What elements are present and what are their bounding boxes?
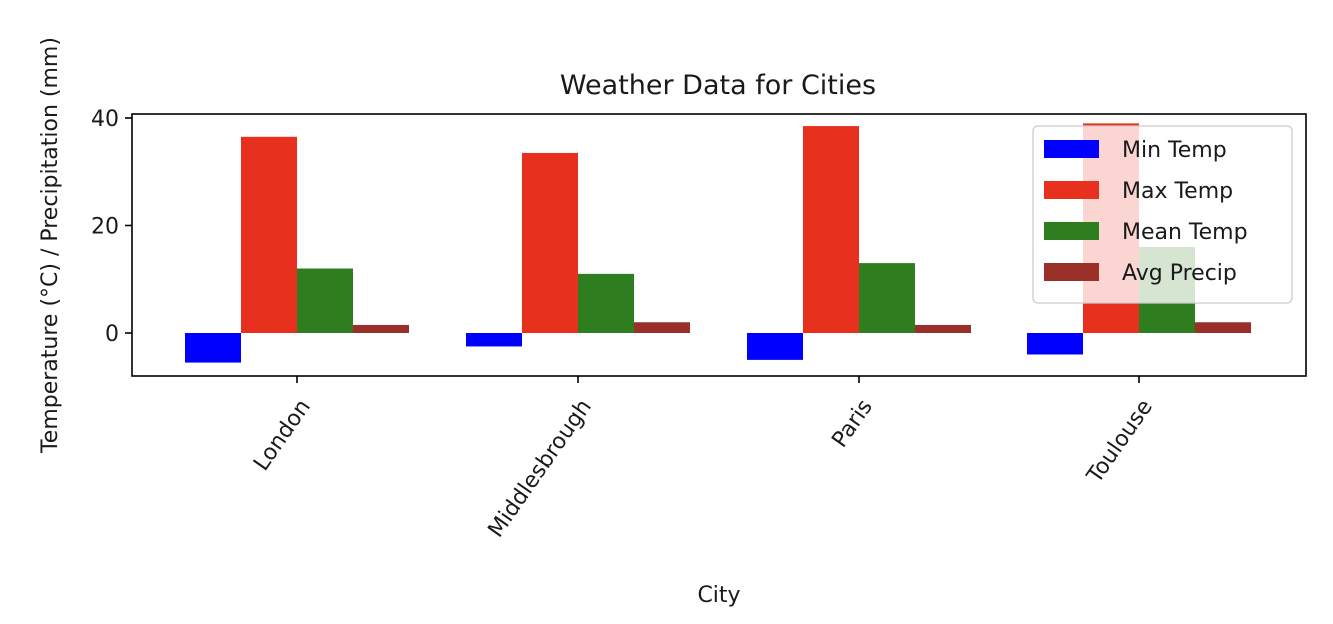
legend: Min Temp Max Temp Mean Temp Avg Precip <box>1032 125 1293 304</box>
x-tick-label: London <box>249 395 316 475</box>
y-tick-label: 0 <box>105 322 119 347</box>
bar-avg-precip-london <box>353 324 409 333</box>
legend-swatch <box>1044 181 1099 199</box>
bar-avg-precip-toulouse <box>1195 322 1251 333</box>
legend-label: Avg Precip <box>1122 261 1237 286</box>
bar-avg-precip-paris <box>915 324 971 333</box>
bar-min-temp-paris <box>747 333 803 360</box>
bar-min-temp-toulouse <box>1027 333 1083 355</box>
y-tick-label: 40 <box>91 107 119 132</box>
bar-max-temp-paris <box>803 126 859 333</box>
bar-max-temp-middlesbrough <box>522 152 578 333</box>
legend-label: Min Temp <box>1122 138 1227 163</box>
x-axis: London Middlesbrough Paris Toulouse <box>249 376 1158 542</box>
legend-swatch <box>1044 263 1099 281</box>
y-axis-title: Temperature (°C) / Precipitation (mm) <box>38 37 63 454</box>
bar-avg-precip-middlesbrough <box>634 322 690 333</box>
bar-max-temp-london <box>241 136 297 333</box>
chart-title: Weather Data for Cities <box>560 70 876 101</box>
bar-mean-temp-london <box>297 268 353 333</box>
legend-swatch <box>1044 222 1099 240</box>
x-tick-label: Toulouse <box>1082 395 1158 488</box>
legend-box <box>1032 125 1293 304</box>
legend-swatch <box>1044 140 1099 158</box>
legend-label: Max Temp <box>1122 179 1233 204</box>
legend-label: Mean Temp <box>1122 220 1248 245</box>
x-axis-title: City <box>697 583 740 608</box>
bar-min-temp-middlesbrough <box>466 333 522 347</box>
plot-frame <box>131 113 1307 377</box>
x-tick-label: Middlesbrough <box>484 395 597 542</box>
y-tick-label: 20 <box>91 215 119 240</box>
bar-mean-temp-middlesbrough <box>578 273 634 333</box>
bar-mean-temp-paris <box>859 263 915 333</box>
bar-min-temp-london <box>185 333 241 363</box>
x-tick-label: Paris <box>827 395 878 452</box>
y-axis: 0 20 40 <box>91 107 132 347</box>
